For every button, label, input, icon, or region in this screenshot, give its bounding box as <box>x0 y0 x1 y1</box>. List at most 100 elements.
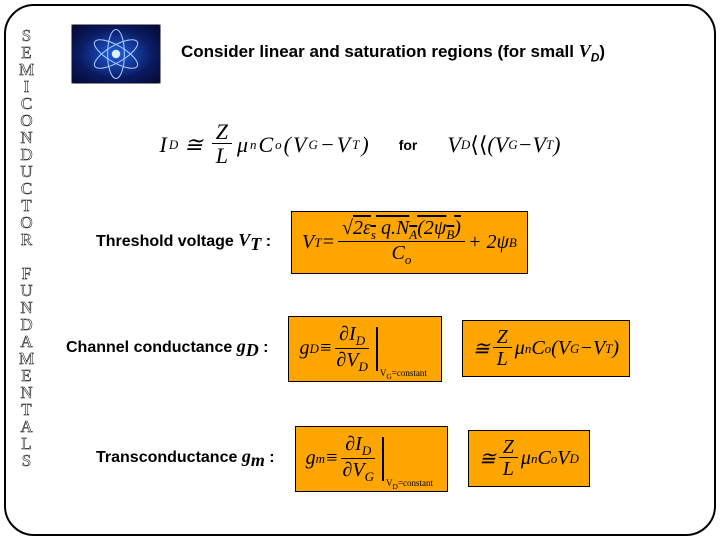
eval-cond: VG=constant <box>380 368 427 381</box>
threshold-equation-box: VT = √2εs q.NA(2ψB) Co + 2ψB <box>291 211 528 274</box>
eq-mu: μ <box>515 337 525 360</box>
frac-num: ∂ID <box>335 323 369 349</box>
eq-var: V <box>593 337 605 360</box>
frac-den: Co <box>388 242 416 267</box>
label-var: V <box>238 230 250 250</box>
equation-vd-condition: VD ⟨⟨ ( VG − VT ) <box>447 132 560 158</box>
eq-paren: ( <box>487 132 494 158</box>
frac-den: ∂VD <box>332 349 372 374</box>
eq-frac: Z L <box>493 327 512 370</box>
label-colon: : <box>259 339 269 356</box>
eq-sub: D <box>570 451 579 467</box>
eq-sub: T <box>352 137 359 153</box>
eq-psi: ψ <box>496 231 508 254</box>
trans-result-box: ≅ Z L μn Co VD <box>468 430 590 487</box>
eq-paren: ) <box>553 132 560 158</box>
eq-partial-frac: ∂ID ∂VD <box>332 323 372 375</box>
frac-num: √2εs q.NA(2ψB) <box>338 218 465 242</box>
eq-mu: μ <box>237 132 248 158</box>
eq-paren: ( <box>551 337 558 360</box>
eq-var: V <box>558 337 570 360</box>
frac-num: Z <box>499 437 518 458</box>
channel-label: Channel conductance gD : <box>66 336 268 361</box>
eq-plus: + 2 <box>468 231 497 254</box>
frac-num: Z <box>493 327 512 348</box>
heading-var: V <box>579 41 591 61</box>
trans-label: Transconductance gm : <box>96 446 275 471</box>
eq-frac: Z L <box>212 121 232 168</box>
eq-sub: D <box>461 137 470 153</box>
eq-var: g <box>299 337 309 360</box>
slide-heading: Consider linear and saturation regions (… <box>181 41 605 64</box>
heading-prefix: Consider linear and saturation regions (… <box>181 42 579 61</box>
equation-row-main: ID ≅ Z L μn Co ( VG − VT ) for VD ⟨⟨ ( V… <box>6 121 714 168</box>
threshold-row: Threshold voltage VT : VT = √2εs q.NA(2ψ… <box>96 211 674 274</box>
label-var: g <box>237 336 246 356</box>
threshold-label: Threshold voltage VT : <box>96 230 271 255</box>
eval-bar: VG=constant <box>376 327 427 371</box>
eq-mu: μ <box>521 447 531 470</box>
eq-frac: √2εs q.NA(2ψB) Co <box>338 218 465 267</box>
eq-c: C <box>537 447 550 470</box>
eq-sub: m <box>316 451 325 467</box>
label-text: Channel conductance <box>66 339 237 356</box>
eq-paren: ( <box>284 132 291 158</box>
frac-den: L <box>212 144 232 168</box>
eq-sub: G <box>570 341 579 357</box>
eq-sub: D <box>169 137 178 153</box>
eq-var: g <box>306 447 316 470</box>
label-var: g <box>242 446 251 466</box>
eq-var: V <box>532 132 545 158</box>
eq-sub: o <box>275 137 282 153</box>
eq-paren: ) <box>361 132 368 158</box>
eq-equiv: ≡ <box>319 337 333 360</box>
label-sub: T <box>250 234 261 254</box>
frac-den: ∂VG <box>339 459 379 484</box>
eq-sub: G <box>508 137 517 153</box>
eq-var: V <box>293 132 306 158</box>
label-colon: : <box>261 233 271 250</box>
vertical-title: SEMICONDUCTOR FUNDAMENTALS <box>16 26 36 468</box>
eq-sub: B <box>509 235 517 251</box>
eq-c: C <box>531 337 544 360</box>
frac-den: L <box>499 458 518 480</box>
eq-eq: = <box>322 231 336 254</box>
label-text: Transconductance <box>96 449 242 466</box>
eq-var: V <box>302 231 314 254</box>
frac-num: ∂ID <box>341 433 375 459</box>
eq-sub: T <box>314 235 321 251</box>
eq-partial-frac: ∂ID ∂VG <box>339 433 379 485</box>
equation-id: ID ≅ Z L μn Co ( VG − VT ) <box>160 121 369 168</box>
eq-var: I <box>160 132 167 158</box>
label-sub: D <box>246 340 259 360</box>
eq-sub: D <box>309 341 318 357</box>
trans-definition-box: gm ≡ ∂ID ∂VG VD=constant <box>295 426 448 492</box>
eq-minus: − <box>579 337 593 360</box>
eval-bar: VD=constant <box>382 437 433 481</box>
atom-decorative-image <box>71 24 161 84</box>
label-colon: : <box>265 449 275 466</box>
eq-frac: Z L <box>499 437 518 480</box>
frac-num: Z <box>212 121 232 144</box>
frac-den: L <box>493 348 512 370</box>
eq-approx: ≅ <box>473 336 490 361</box>
channel-result-box: ≅ Z L μn Co ( VG − VT ) <box>462 320 630 377</box>
eq-minus: − <box>320 132 335 158</box>
eq-var: V <box>337 132 350 158</box>
eq-var: V <box>557 447 569 470</box>
heading-suffix: ) <box>599 42 605 61</box>
channel-row: Channel conductance gD : gD ≡ ∂ID ∂VD VG… <box>66 316 674 382</box>
eq-equiv: ≡ <box>325 447 339 470</box>
eq-var: V <box>495 132 508 158</box>
trans-row: Transconductance gm : gm ≡ ∂ID ∂VG VD=co… <box>96 426 674 492</box>
for-label: for <box>399 137 418 153</box>
eq-approx: ≅ <box>479 446 496 471</box>
eq-sub: n <box>250 137 257 153</box>
eval-cond: VD=constant <box>386 478 433 491</box>
label-sub: m <box>251 450 265 470</box>
eq-c: C <box>258 132 273 158</box>
eq-var: V <box>447 132 460 158</box>
slide-frame: SEMICONDUCTOR FUNDAMENTALS Consider line… <box>4 4 716 536</box>
channel-definition-box: gD ≡ ∂ID ∂VD VG=constant <box>288 316 441 382</box>
label-text: Threshold voltage <box>96 233 238 250</box>
